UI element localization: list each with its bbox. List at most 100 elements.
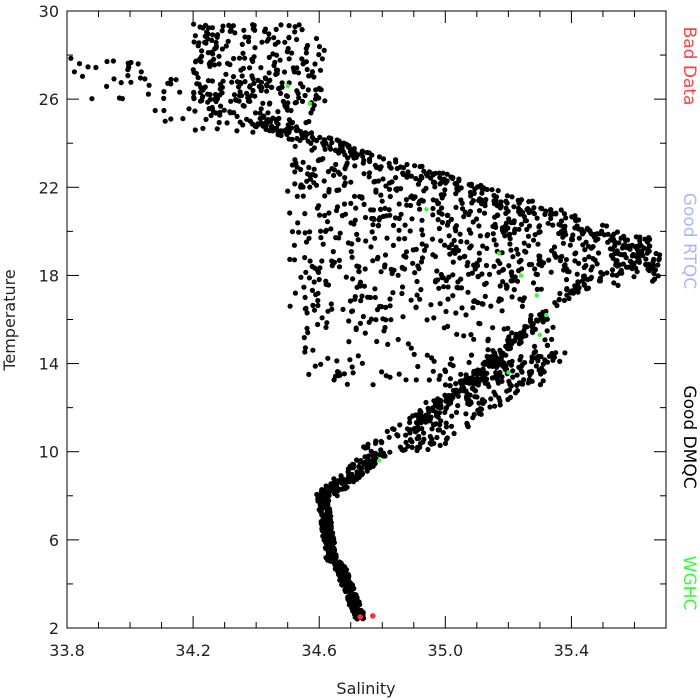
good-dmqc-point: [219, 90, 225, 96]
good-dmqc-point: [240, 122, 246, 128]
good-dmqc-point: [486, 362, 492, 368]
plot-frame: [66, 10, 667, 629]
good-dmqc-point: [415, 363, 421, 370]
good-dmqc-point: [285, 188, 291, 194]
good-dmqc-point: [550, 324, 556, 330]
good-dmqc-point: [251, 22, 257, 28]
good-dmqc-point: [387, 374, 393, 380]
good-dmqc-point: [205, 78, 211, 84]
good-dmqc-point: [448, 423, 455, 429]
good-dmqc-point: [292, 100, 298, 106]
good-dmqc-point: [470, 305, 476, 311]
good-dmqc-point: [585, 285, 592, 291]
good-dmqc-point: [545, 220, 551, 226]
good-dmqc-point: [374, 338, 380, 345]
good-dmqc-point: [291, 69, 297, 75]
good-dmqc-point: [301, 335, 307, 341]
good-dmqc-point: [430, 171, 436, 177]
good-dmqc-point: [216, 119, 222, 126]
good-dmqc-point: [271, 35, 277, 41]
good-dmqc-point: [558, 207, 564, 213]
good-dmqc-point: [429, 426, 435, 432]
good-dmqc-point: [542, 357, 548, 363]
good-dmqc-point: [463, 376, 469, 382]
good-dmqc-point: [285, 122, 291, 128]
good-dmqc-point: [471, 411, 477, 418]
good-dmqc-point: [353, 326, 359, 333]
good-dmqc-point: [267, 77, 273, 83]
good-dmqc-point: [236, 93, 243, 99]
good-dmqc-point: [111, 76, 117, 82]
good-dmqc-point: [395, 433, 401, 439]
good-dmqc-point: [218, 103, 224, 109]
good-dmqc-point: [419, 227, 425, 233]
good-dmqc-point: [430, 212, 436, 218]
good-dmqc-point: [342, 175, 348, 181]
good-dmqc-point: [204, 29, 210, 35]
good-dmqc-point: [336, 264, 343, 270]
good-dmqc-point: [443, 436, 450, 442]
good-dmqc-point: [318, 87, 324, 93]
wghc-point: [376, 458, 382, 463]
good-dmqc-point: [518, 339, 524, 345]
good-dmqc-point: [368, 244, 374, 250]
good-dmqc-point: [514, 382, 520, 388]
good-dmqc-point: [339, 582, 345, 588]
good-dmqc-point: [609, 267, 616, 273]
good-dmqc-point: [137, 75, 144, 81]
good-dmqc-point: [554, 302, 560, 309]
good-dmqc-point: [442, 187, 448, 193]
good-dmqc-point: [448, 356, 455, 362]
good-dmqc-point: [264, 88, 270, 94]
good-dmqc-point: [491, 201, 497, 207]
good-dmqc-point: [292, 290, 298, 296]
good-dmqc-point: [249, 92, 255, 98]
good-dmqc-point: [340, 563, 346, 569]
good-dmqc-point: [476, 250, 482, 256]
good-dmqc-point: [499, 308, 505, 314]
good-dmqc-point: [463, 411, 469, 417]
good-dmqc-point: [496, 362, 503, 368]
good-dmqc-point: [458, 371, 464, 377]
good-dmqc-point: [432, 279, 439, 285]
good-dmqc-point: [333, 161, 339, 168]
good-dmqc-point: [473, 216, 480, 222]
good-dmqc-point: [316, 203, 322, 209]
good-dmqc-point: [326, 506, 333, 512]
good-dmqc-point: [538, 316, 544, 322]
good-dmqc-point: [507, 381, 513, 387]
good-dmqc-point: [382, 252, 389, 258]
good-dmqc-point: [365, 456, 371, 462]
good-dmqc-point: [227, 28, 233, 34]
good-dmqc-point: [202, 84, 208, 90]
good-dmqc-point: [191, 21, 197, 27]
good-dmqc-point: [477, 406, 483, 412]
good-dmqc-point: [450, 175, 456, 181]
good-dmqc-point: [277, 85, 283, 91]
good-dmqc-point: [423, 413, 429, 419]
good-dmqc-point: [247, 98, 253, 104]
good-dmqc-point: [317, 67, 324, 73]
wghc-point: [518, 273, 524, 278]
good-dmqc-point: [623, 264, 630, 270]
good-dmqc-point: [281, 69, 288, 75]
good-dmqc-point: [329, 140, 335, 146]
y-tick-label: 18: [39, 266, 59, 285]
good-dmqc-point: [405, 341, 411, 347]
good-dmqc-point: [466, 212, 472, 218]
good-dmqc-point: [382, 205, 388, 211]
good-dmqc-point: [336, 257, 342, 263]
good-dmqc-point: [225, 38, 231, 44]
good-dmqc-point: [469, 375, 475, 381]
good-dmqc-point: [234, 128, 240, 134]
good-dmqc-point: [399, 284, 406, 290]
good-dmqc-point: [340, 306, 346, 312]
good-dmqc-point: [328, 301, 334, 307]
good-dmqc-point: [399, 290, 405, 297]
good-dmqc-point: [432, 184, 438, 190]
good-dmqc-point: [291, 257, 298, 263]
good-dmqc-point: [325, 355, 331, 361]
good-dmqc-point: [252, 123, 258, 129]
good-dmqc-point: [393, 159, 399, 165]
good-dmqc-point: [524, 226, 530, 233]
